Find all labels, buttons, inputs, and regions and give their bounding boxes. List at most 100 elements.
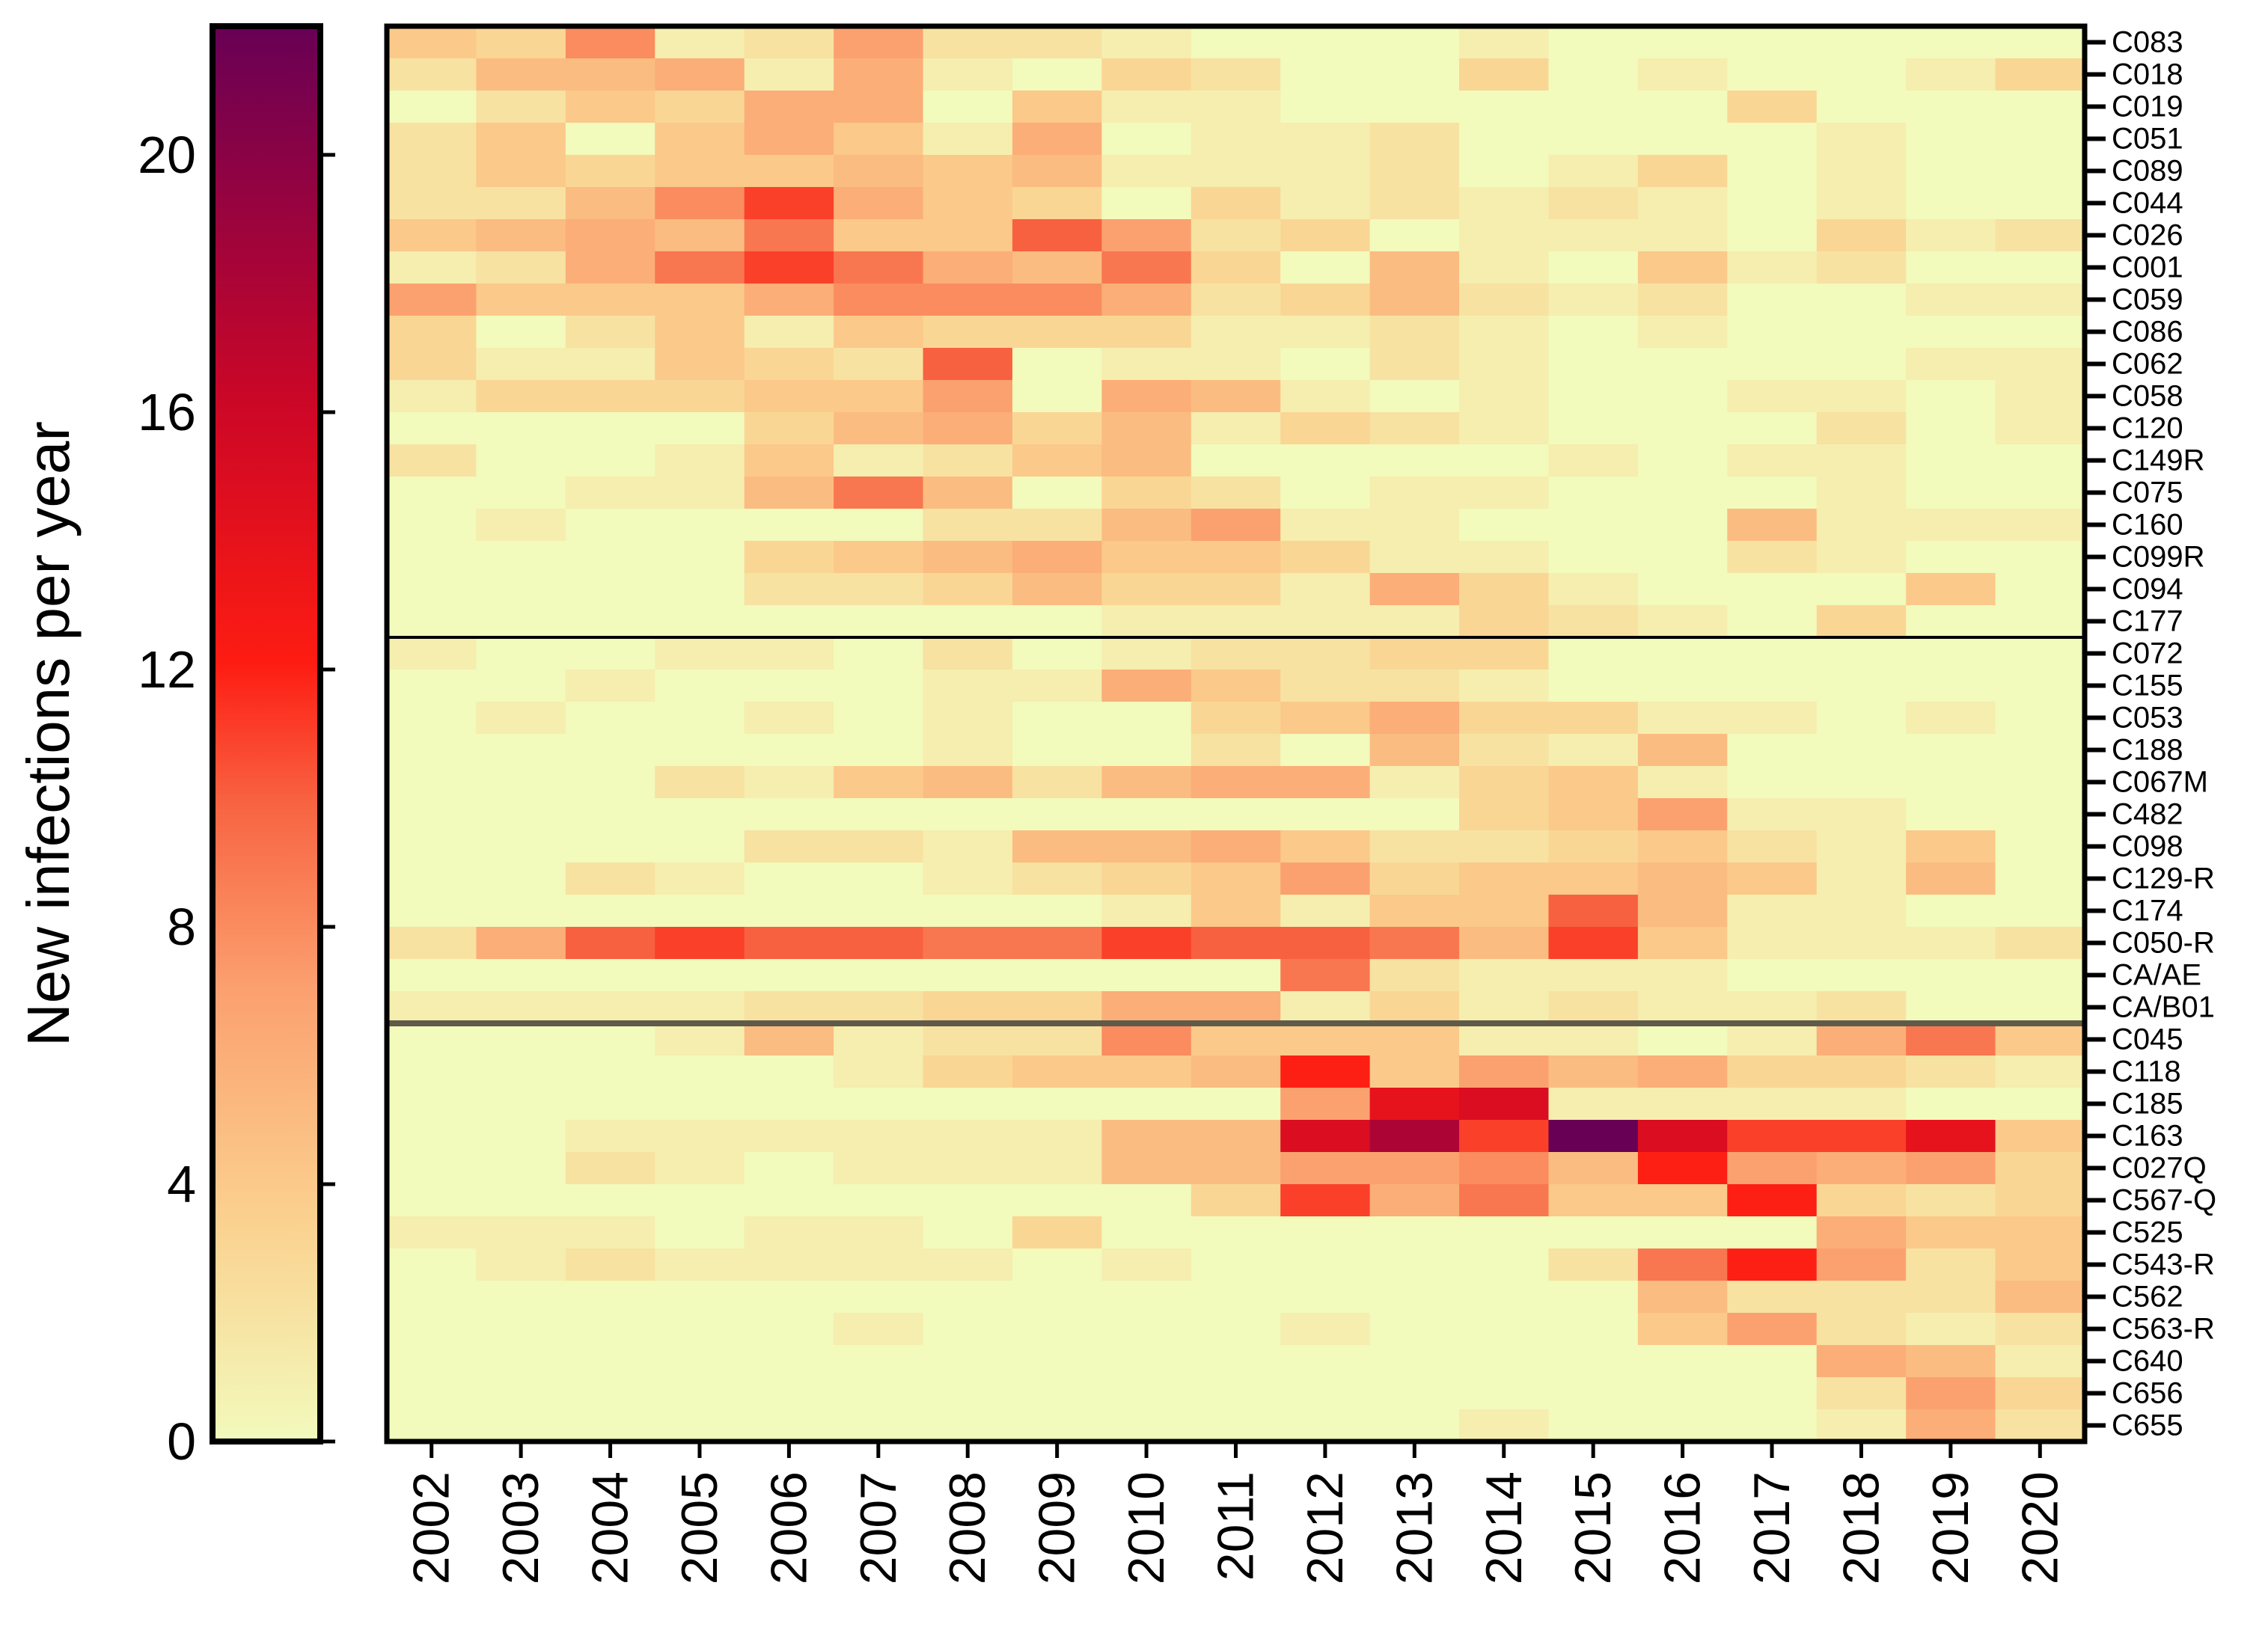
heatmap-cell — [1637, 1056, 1728, 1088]
heatmap-cell — [1190, 219, 1282, 252]
heatmap-cell — [1012, 605, 1103, 638]
heatmap-cell — [1548, 477, 1639, 509]
heatmap-cell — [1816, 734, 1907, 767]
heatmap-cell — [1012, 91, 1103, 123]
heatmap-cell — [1637, 830, 1728, 863]
heatmap-cell — [1637, 58, 1728, 91]
heatmap-cell — [1637, 1281, 1728, 1314]
heatmap-cell — [744, 26, 834, 59]
heatmap-cell — [834, 1056, 924, 1088]
heatmap-cell — [923, 670, 1013, 702]
y-tick-label: C563-R — [2112, 1313, 2215, 1346]
heatmap-cell — [744, 1345, 834, 1378]
heatmap-cell — [1727, 1088, 1818, 1121]
heatmap-cell — [1816, 348, 1907, 381]
heatmap-cell — [744, 1152, 834, 1185]
heatmap-cell — [1101, 798, 1192, 831]
heatmap-cell — [1727, 412, 1818, 445]
heatmap-cell — [655, 798, 745, 831]
heatmap-cell — [923, 348, 1013, 381]
heatmap-cell — [744, 1313, 834, 1346]
heatmap-cell — [834, 477, 924, 509]
heatmap-cell — [1548, 412, 1639, 445]
heatmap-cell — [1190, 26, 1282, 59]
heatmap-cell — [1727, 316, 1818, 349]
y-tick-label: C075 — [2112, 477, 2183, 509]
heatmap-cell — [655, 1088, 745, 1121]
heatmap-cell — [1906, 477, 1996, 509]
heatmap-cell — [1906, 1120, 1996, 1153]
heatmap-cell — [1280, 605, 1371, 638]
heatmap-cell — [1637, 1184, 1728, 1217]
heatmap-cell — [1012, 863, 1103, 895]
heatmap-cell — [1012, 444, 1103, 477]
heatmap-cell — [1548, 155, 1639, 188]
heatmap-cell — [744, 1120, 834, 1153]
heatmap-cell — [476, 991, 566, 1024]
heatmap-cell — [1280, 991, 1371, 1024]
heatmap-cell — [1190, 702, 1282, 735]
heatmap-cell — [1548, 605, 1639, 638]
heatmap-cell — [1369, 1120, 1460, 1153]
heatmap-cell — [565, 573, 656, 606]
heatmap-cell — [923, 251, 1013, 284]
heatmap-cell — [1280, 1409, 1371, 1442]
heatmap-cell — [1637, 798, 1728, 831]
heatmap-cell — [1816, 670, 1907, 702]
heatmap-cell — [655, 91, 745, 123]
heatmap-cell — [1369, 637, 1460, 670]
heatmap-cell — [834, 1409, 924, 1442]
heatmap-cell — [834, 798, 924, 831]
heatmap-cell — [834, 702, 924, 735]
heatmap-cell — [1369, 798, 1460, 831]
heatmap-cell — [1459, 1409, 1550, 1442]
x-tick-label: 2014 — [1476, 1471, 1532, 1584]
heatmap-cell — [1906, 123, 1996, 156]
y-tick-label: C525 — [2112, 1216, 2183, 1249]
colorbar-tick-label: 16 — [138, 383, 196, 441]
heatmap-cell — [476, 1152, 566, 1185]
heatmap-cell — [1727, 959, 1818, 992]
heatmap-cell — [1280, 348, 1371, 381]
heatmap-cell — [1280, 477, 1371, 509]
heatmap-cell — [1906, 219, 1996, 252]
heatmap-cell — [1012, 541, 1103, 574]
heatmap-cell — [1190, 348, 1282, 381]
heatmap-cell — [1459, 991, 1550, 1024]
heatmap-cell — [1012, 1023, 1103, 1056]
heatmap-cell — [565, 123, 656, 156]
heatmap-cell — [1637, 477, 1728, 509]
heatmap-cell — [1459, 573, 1550, 606]
heatmap-cell — [1459, 702, 1550, 735]
x-tick-label: 2015 — [1565, 1471, 1621, 1584]
heatmap-cell — [1369, 477, 1460, 509]
heatmap-cell — [834, 1023, 924, 1056]
y-tick-label: C051 — [2112, 123, 2183, 156]
heatmap-cell — [1995, 1281, 2085, 1314]
heatmap-cell — [1101, 670, 1192, 702]
y-tick-label: C118 — [2112, 1056, 2181, 1088]
heatmap-cell — [1280, 1377, 1371, 1410]
heatmap-cell — [923, 766, 1013, 799]
heatmap-cell — [1548, 1088, 1639, 1121]
heatmap-cell — [1995, 412, 2085, 445]
heatmap-cell — [1637, 605, 1728, 638]
heatmap-cell — [655, 1249, 745, 1281]
heatmap-cell — [1727, 348, 1818, 381]
heatmap-cell — [923, 573, 1013, 606]
heatmap-cell — [1012, 380, 1103, 413]
heatmap-cell — [1101, 380, 1192, 413]
heatmap-cell — [476, 573, 566, 606]
heatmap-cell — [1548, 1120, 1639, 1153]
heatmap-cell — [1906, 766, 1996, 799]
heatmap-cell — [565, 1152, 656, 1185]
heatmap-cell — [1190, 509, 1282, 542]
heatmap-cell — [476, 863, 566, 895]
heatmap-cell — [1906, 959, 1996, 992]
heatmap-cell — [387, 26, 477, 59]
heatmap-cell — [565, 734, 656, 767]
heatmap-cell — [1280, 541, 1371, 574]
heatmap-cell — [565, 348, 656, 381]
heatmap-cell — [1101, 1377, 1192, 1410]
x-tick-label: 2008 — [939, 1471, 996, 1584]
